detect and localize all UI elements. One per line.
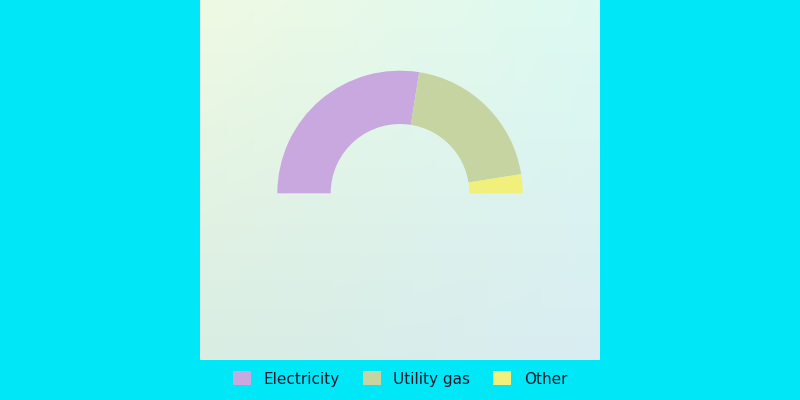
Legend: Electricity, Utility gas, Other: Electricity, Utility gas, Other xyxy=(226,365,574,393)
Wedge shape xyxy=(411,72,521,182)
Wedge shape xyxy=(278,71,419,193)
Wedge shape xyxy=(469,174,522,193)
